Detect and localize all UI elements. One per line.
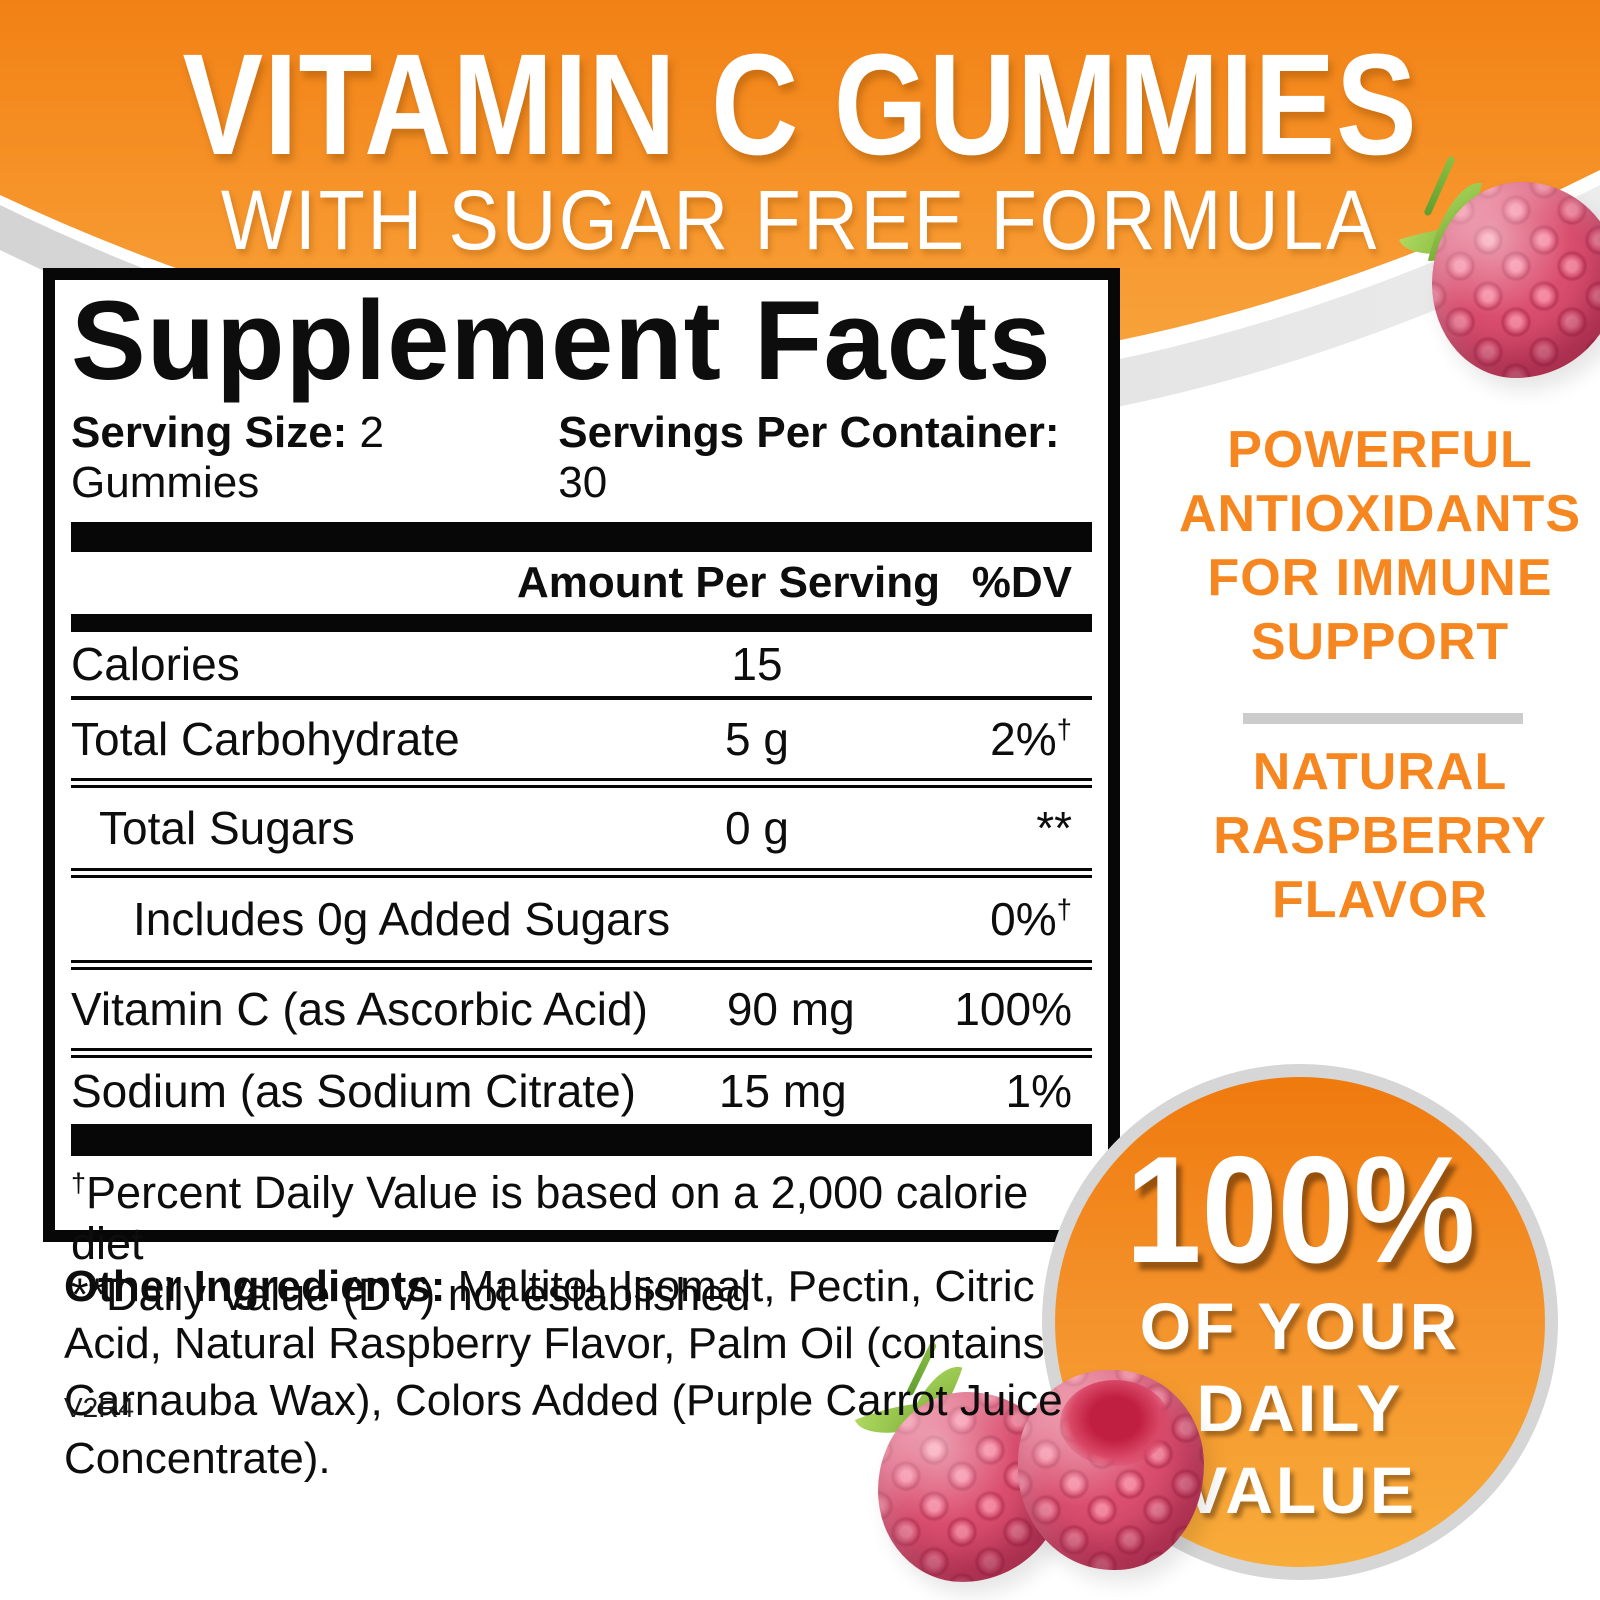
- claims-divider: [1243, 713, 1523, 724]
- nutrient-dv: 100%: [934, 982, 1092, 1036]
- nutrient-name: Total Carbohydrate: [71, 713, 460, 766]
- product-subtitle: WITH SUGAR FREE FORMULA: [220, 173, 1380, 267]
- dv-header: %DV: [971, 558, 1072, 608]
- claim-antioxidants: POWERFUL ANTIOXIDANTS FOR IMMUNE SUPPORT: [1150, 418, 1600, 674]
- nutrient-name: Total Sugars: [99, 802, 355, 855]
- badge-line-2: DAILY: [1196, 1371, 1404, 1445]
- facts-title: Supplement Facts: [71, 278, 1052, 403]
- raspberry-crater: [1060, 1380, 1170, 1466]
- table-row: Total Carbohydrate 5 g 2%†: [71, 700, 1092, 789]
- serving-size-value: 2 Gummies: [71, 408, 385, 508]
- daily-value-badge: 100% OF YOUR DAILY VALUE: [1042, 1064, 1558, 1580]
- servings-per-container-value: 30: [558, 458, 608, 508]
- servings-per-container: Servings Per Container: 30: [558, 408, 1092, 508]
- nutrient-name: Sodium (as Sodium Citrate): [71, 1065, 636, 1118]
- version-code: V2R4: [64, 1392, 135, 1423]
- thick-rule: [71, 522, 1092, 553]
- nutrient-amount: 0 g: [725, 802, 789, 855]
- footnote-daily-value: †Percent Daily Value is based on a 2,000…: [71, 1167, 1092, 1270]
- dv-dagger: †: [1056, 893, 1072, 925]
- thick-rule: [71, 1124, 1092, 1157]
- badge-percent: 100%: [1125, 1125, 1475, 1295]
- nutrient-name: Vitamin C (as Ascorbic Acid): [71, 983, 648, 1036]
- nutrient-dv: **: [917, 801, 1092, 855]
- nutrient-dv: 0%†: [941, 892, 1092, 946]
- dv-value: 2%: [990, 713, 1057, 766]
- raspberry-body: [1432, 182, 1600, 378]
- serving-size: Serving Size: 2 Gummies: [71, 408, 558, 508]
- dv-value: 1%: [1005, 1065, 1072, 1118]
- other-ingredients: Other Ingredients: Maltitol, Isomalt, Pe…: [64, 1258, 1109, 1487]
- claim-text: POWERFUL ANTIOXIDANTS FOR IMMUNE SUPPORT: [1179, 421, 1581, 671]
- serving-size-label: Serving Size:: [71, 408, 348, 458]
- footnote-dagger: †: [71, 1168, 87, 1199]
- claim-text: NATURAL RASPBERRY FLAVOR: [1213, 743, 1547, 929]
- badge-line-1: OF YOUR: [1139, 1289, 1461, 1363]
- nutrient-amount: 90 mg: [726, 983, 855, 1036]
- table-row: Sodium (as Sodium Citrate) 15 mg 1%: [71, 1058, 1092, 1124]
- nutrient-dv: 1%: [930, 1064, 1092, 1118]
- dv-value: 0%: [990, 893, 1057, 946]
- nutrient-amount: 15: [731, 638, 783, 691]
- dv-value: 100%: [954, 983, 1072, 1036]
- claim-raspberry-flavor: NATURAL RASPBERRY FLAVOR: [1150, 740, 1600, 932]
- nutrient-amount: 5 g: [725, 713, 789, 766]
- table-row: Total Sugars 0 g **: [71, 788, 1092, 879]
- nutrient-dv: 2%†: [917, 712, 1092, 766]
- table-row: Vitamin C (as Ascorbic Acid) 90 mg 100%: [71, 970, 1092, 1059]
- dv-value: **: [1036, 802, 1072, 855]
- other-ingredients-text: Maltitol, Isomalt, Pectin, Citric Acid, …: [64, 1262, 1063, 1483]
- serving-info-row: Serving Size: 2 Gummies Servings Per Con…: [71, 408, 1092, 508]
- nutrient-name: Includes 0g Added Sugars: [133, 893, 671, 946]
- footnotes: †Percent Daily Value is based on a 2,000…: [71, 1167, 1092, 1321]
- supplement-facts-panel: Supplement Facts Serving Size: 2 Gummies…: [43, 268, 1120, 1320]
- nutrient-amount: 15 mg: [718, 1065, 847, 1118]
- dv-dagger: †: [1056, 713, 1072, 745]
- table-row: Calories 15: [71, 632, 1092, 701]
- raspberry-image-top: [1399, 155, 1600, 398]
- table-header-row: Amount Per Serving %DV: [71, 552, 1092, 614]
- nutrient-name: Calories: [71, 638, 240, 691]
- amount-per-serving-header: Amount Per Serving: [517, 558, 940, 608]
- table-row: Includes 0g Added Sugars 0%†: [71, 878, 1092, 971]
- raspberry-image-right: [1018, 1362, 1208, 1582]
- footnote-text: Percent Daily Value is based on a 2,000 …: [71, 1167, 1029, 1270]
- other-ingredients-label: Other Ingredients:: [64, 1262, 446, 1311]
- footnote-dv-not-established: **Daily Value (DV) not established: [71, 1268, 751, 1320]
- servings-per-container-label: Servings Per Container:: [558, 408, 1060, 458]
- thick-rule: [71, 614, 1092, 633]
- badge-line-3: VALUE: [1183, 1453, 1417, 1527]
- product-title: VITAMIN C GUMMIES: [182, 24, 1418, 185]
